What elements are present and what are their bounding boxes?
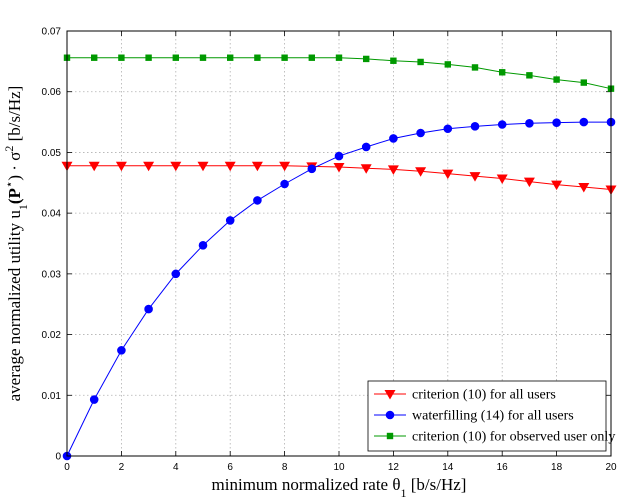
grid — [67, 31, 611, 456]
x-tick-label: 8 — [282, 462, 288, 473]
data-point — [143, 161, 155, 172]
data-point — [89, 395, 99, 404]
legend-box — [367, 380, 607, 452]
y-tick-label: 0.07 — [42, 27, 62, 38]
data-point — [170, 161, 182, 172]
data-point — [144, 304, 153, 314]
legend-marker — [384, 390, 396, 400]
x-tick-label: 0 — [64, 462, 70, 473]
y-axis-ticks: 0 0.01 0.02 0.03 0.04 0.05 0.06 0.07 — [42, 27, 611, 463]
data-point — [471, 64, 479, 71]
data-point — [496, 174, 508, 185]
data-point — [199, 54, 207, 61]
y-tick-label: 0.02 — [42, 330, 62, 341]
data-point — [523, 177, 535, 188]
x-tick-label: 4 — [173, 462, 179, 473]
data-point — [145, 54, 152, 61]
data-point — [118, 54, 125, 61]
data-point — [308, 54, 315, 61]
data-point — [551, 180, 563, 191]
y-tick-label: 0.04 — [42, 209, 62, 220]
data-point — [360, 164, 372, 174]
legend-label: criterion (10) for all users — [412, 388, 556, 403]
x-tick-label: 6 — [227, 462, 233, 473]
data-point — [442, 169, 454, 180]
data-point — [172, 54, 179, 61]
data-point — [198, 241, 208, 250]
x-tick-label: 16 — [497, 462, 509, 473]
data-point — [251, 161, 263, 172]
legend-label: waterfilling (14) for all users — [412, 409, 574, 424]
y-tick-label: 0.03 — [42, 269, 62, 280]
x-tick-label: 12 — [388, 462, 400, 473]
x-tick-label: 20 — [605, 462, 617, 473]
data-point — [579, 117, 589, 127]
data-point — [334, 151, 344, 161]
data-point — [335, 54, 343, 61]
data-point — [224, 161, 236, 172]
data-point — [281, 54, 288, 61]
data-point — [552, 118, 561, 127]
x-tick-label: 18 — [551, 462, 563, 473]
x-axis-label: minimum normalized rate θ1 [b/s/Hz] — [212, 475, 467, 497]
data-point — [117, 346, 126, 355]
data-point — [499, 69, 506, 76]
legend: criterion (10) for all users waterfilling… — [367, 380, 615, 452]
data-point — [307, 164, 317, 174]
data-point — [197, 161, 209, 172]
x-tick-label: 14 — [442, 462, 454, 473]
data-point — [444, 61, 451, 68]
data-point — [254, 54, 261, 61]
series-1 — [61, 161, 617, 195]
data-point — [416, 128, 425, 138]
legend-marker — [385, 410, 395, 420]
data-point — [171, 269, 181, 279]
data-point — [361, 142, 371, 152]
legend-label: criterion (10) for observed user only — [412, 430, 615, 445]
data-point — [280, 179, 289, 189]
data-point — [88, 161, 100, 172]
series-3 — [63, 54, 615, 92]
data-point — [363, 55, 370, 63]
data-point — [525, 118, 534, 128]
data-point — [390, 57, 397, 64]
data-point — [225, 216, 235, 225]
data-point — [470, 122, 480, 131]
y-tick-label: 0.01 — [42, 391, 62, 402]
data-point — [279, 161, 291, 172]
data-point — [387, 165, 399, 175]
data-point — [417, 58, 424, 66]
data-point — [469, 172, 481, 182]
data-point — [227, 54, 234, 61]
legend-item: criterion (10) for observed user only — [374, 430, 615, 445]
data-point — [443, 124, 453, 134]
y-tick-label: 0 — [55, 452, 61, 463]
data-point — [578, 183, 590, 193]
x-axis-ticks: 0 2 4 6 8 10 12 14 16 18 20 — [64, 31, 617, 473]
data-point — [115, 161, 127, 172]
y-tick-label: 0.06 — [42, 87, 62, 98]
legend-marker — [386, 432, 394, 440]
data-point — [553, 76, 560, 83]
data-point — [333, 163, 345, 173]
data-point — [497, 120, 507, 129]
data-point — [91, 54, 98, 61]
data-point — [415, 167, 427, 177]
y-tick-label: 0.05 — [42, 148, 62, 159]
legend-item: criterion (10) for all users — [374, 388, 556, 403]
data-point — [580, 79, 587, 86]
y-axis-label: average normalized utility u1(P⋆) · σ2 [… — [2, 86, 30, 402]
x-tick-label: 2 — [119, 462, 125, 473]
legend-item: waterfilling (14) for all users — [374, 409, 574, 424]
plot-frame — [66, 30, 612, 457]
data-point — [253, 196, 262, 205]
data-point — [526, 72, 533, 79]
x-tick-label: 10 — [333, 462, 345, 473]
data-point — [389, 134, 398, 143]
